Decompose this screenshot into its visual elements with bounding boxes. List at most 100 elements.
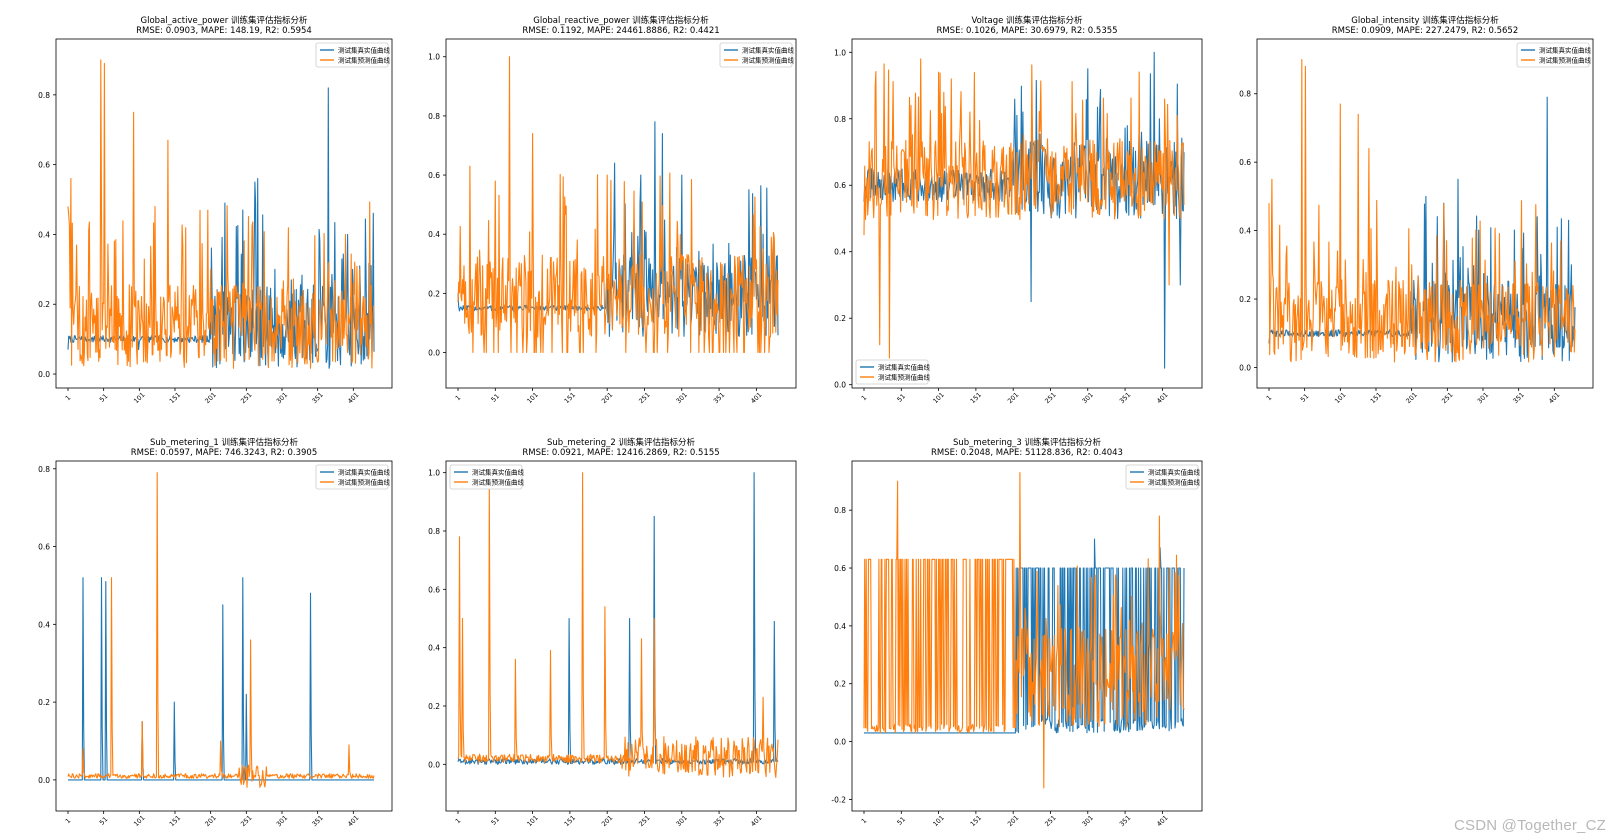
x-tick-label: 251 <box>1043 814 1057 828</box>
chart-title: Sub_metering_2 训练集评估指标分析 <box>547 437 695 448</box>
chart-title: Voltage 训练集评估指标分析 <box>971 15 1083 26</box>
axes-frame <box>55 38 393 389</box>
x-tick-label: 1 <box>1265 394 1274 403</box>
chart-subtitle: RMSE: 0.0903, MAPE: 148.19, R2: 0.5954 <box>136 26 312 36</box>
x-tick-label: 51 <box>896 392 908 404</box>
x-tick-label: 201 <box>1006 814 1020 828</box>
y-tick-label: 0.8 <box>428 527 440 536</box>
legend-label: 测试集预测值曲线 <box>338 478 391 487</box>
x-tick-label: 301 <box>675 391 689 405</box>
legend-box <box>719 42 793 68</box>
x-tick-label: 401 <box>749 814 763 828</box>
legend-label: 测试集真实值曲线 <box>338 468 391 477</box>
chart-title: Sub_metering_1 训练集评估指标分析 <box>150 437 298 448</box>
series-group <box>1268 58 1576 363</box>
y-tick-label: 0.4 <box>38 230 50 239</box>
chart-subtitle: RMSE: 0.0921, MAPE: 12416.2869, R2: 0.51… <box>522 448 719 458</box>
legend-label: 测试集真实值曲线 <box>1539 46 1592 55</box>
chart-title: Global_intensity 训练集评估指标分析 <box>1351 15 1499 26</box>
y-tick-label: 1.0 <box>428 469 440 478</box>
legend-label: 测试集真实值曲线 <box>1148 468 1201 477</box>
y-tick-label: 0.0 <box>428 349 440 358</box>
y-tick-label: 0.8 <box>834 506 846 515</box>
legend-box <box>1516 42 1590 68</box>
y-tick-label: 0.2 <box>834 680 846 689</box>
y-tick-label: 0.2 <box>834 314 846 323</box>
y-tick-label: 0.4 <box>428 644 440 653</box>
x-tick-label: 351 <box>712 391 726 405</box>
y-tick-label: 0.8 <box>428 112 440 121</box>
x-tick-label: 101 <box>931 391 945 405</box>
y-tick-label: 0.4 <box>834 622 846 631</box>
y-tick-label: -0.2 <box>831 795 846 804</box>
x-tick-label: 51 <box>490 392 502 404</box>
axes-frame <box>1256 38 1594 389</box>
chart-title: Global_reactive_power 训练集评估指标分析 <box>533 15 709 26</box>
y-tick-label: 0.6 <box>834 181 846 190</box>
x-tick-label: 351 <box>712 814 726 828</box>
axes-frame <box>445 38 797 389</box>
legend-label: 测试集真实值曲线 <box>878 363 931 372</box>
y-tick-label: 0.6 <box>834 564 846 573</box>
x-tick-label: 151 <box>563 814 577 828</box>
y-tick-label: 0.8 <box>38 91 50 100</box>
x-tick-label: 101 <box>931 814 945 828</box>
legend-box <box>1125 464 1199 490</box>
x-tick-label: 1 <box>454 394 463 403</box>
series-line-predicted <box>1268 58 1576 363</box>
y-tick-label: 0.6 <box>1239 158 1251 167</box>
legend-label: 测试集预测值曲线 <box>742 56 795 65</box>
y-tick-label: 0.6 <box>428 171 440 180</box>
x-tick-label: 251 <box>1043 391 1057 405</box>
series-line-predicted <box>863 472 1185 789</box>
x-tick-label: 301 <box>1476 391 1490 405</box>
legend-box <box>315 42 389 68</box>
chart-subtitle: RMSE: 0.1026, MAPE: 30.6979, R2: 0.5355 <box>936 26 1117 36</box>
x-tick-label: 201 <box>1404 391 1418 405</box>
x-tick-label: 101 <box>525 814 539 828</box>
x-tick-label: 401 <box>749 391 763 405</box>
x-tick-label: 151 <box>168 814 182 828</box>
x-tick-label: 201 <box>1006 391 1020 405</box>
x-tick-label: 351 <box>310 391 324 405</box>
x-tick-label: 301 <box>675 814 689 828</box>
chart-subtitle: RMSE: 0.0909, MAPE: 227.2479, R2: 0.5652 <box>1332 26 1519 36</box>
x-tick-label: 251 <box>1440 391 1454 405</box>
x-tick-label: 351 <box>310 814 324 828</box>
legend-label: 测试集真实值曲线 <box>338 46 391 55</box>
chart-subtitle: RMSE: 0.2048, MAPE: 51128.836, R2: 0.404… <box>931 448 1123 458</box>
y-tick-label: 0.2 <box>38 698 50 707</box>
x-tick-label: 1 <box>64 817 73 826</box>
axes-frame <box>851 38 1203 389</box>
x-tick-label: 251 <box>637 391 651 405</box>
y-tick-label: 0.8 <box>38 465 50 474</box>
x-tick-label: 401 <box>1155 814 1169 828</box>
y-tick-label: 0.6 <box>428 585 440 594</box>
x-tick-label: 101 <box>132 814 146 828</box>
legend-box <box>449 464 523 490</box>
x-tick-label: 351 <box>1511 391 1525 405</box>
y-tick-label: 0.6 <box>38 161 50 170</box>
x-tick-label: 201 <box>203 391 217 405</box>
y-tick-label: 0.4 <box>428 230 440 239</box>
y-tick-label: 0.2 <box>428 702 440 711</box>
x-tick-label: 151 <box>969 391 983 405</box>
x-tick-label: 401 <box>1155 391 1169 405</box>
y-tick-label: 0.0 <box>834 381 846 390</box>
x-tick-label: 151 <box>1369 391 1383 405</box>
x-tick-label: 201 <box>600 814 614 828</box>
x-tick-label: 251 <box>637 814 651 828</box>
x-tick-label: 51 <box>1299 392 1311 404</box>
x-tick-label: 401 <box>346 814 360 828</box>
